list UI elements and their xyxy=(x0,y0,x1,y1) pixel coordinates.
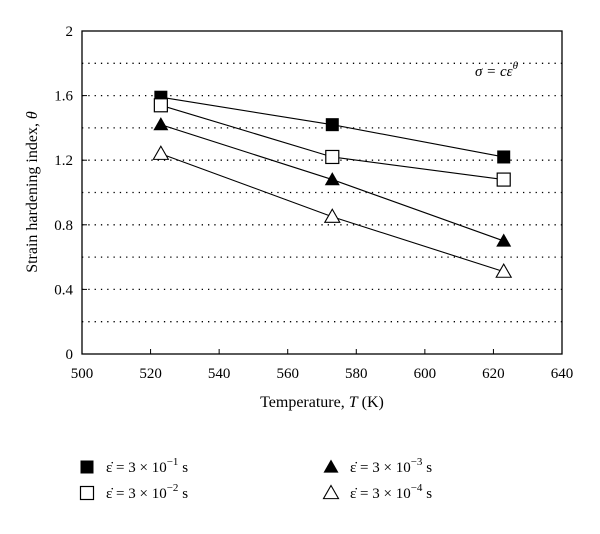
legend-marker xyxy=(323,459,339,473)
legend-marker xyxy=(80,460,94,474)
y-tick-label: 1.2 xyxy=(54,153,73,169)
data-point xyxy=(496,172,511,187)
y-tick-label: 0.8 xyxy=(54,218,73,234)
legend-marker xyxy=(79,485,95,501)
legend-marker xyxy=(322,484,340,500)
data-point xyxy=(153,98,168,113)
data-point xyxy=(496,233,512,247)
legend-label: ε̇ = 3 × 10−1 s xyxy=(106,456,188,476)
data-point xyxy=(495,263,513,278)
x-tick-label: 620 xyxy=(482,366,505,382)
x-tick-label: 560 xyxy=(276,366,299,382)
legend: ε̇ = 3 × 10−1 s ε̇ = 3 × 10−2 s ε̇ = 3 × 1… xyxy=(79,456,432,502)
legend-label: ε̇ = 3 × 10−4 s xyxy=(350,482,432,502)
data-point xyxy=(152,145,170,160)
data-point xyxy=(325,149,340,165)
x-tick-label: 520 xyxy=(139,366,162,382)
x-tick-label: 540 xyxy=(208,366,231,382)
data-point xyxy=(325,118,339,132)
gridlines xyxy=(82,62,562,323)
x-tick-label: 500 xyxy=(71,366,94,382)
y-tick-label: 0.4 xyxy=(54,282,73,298)
y-tick-label: 1.6 xyxy=(54,89,73,105)
equation-annotation: σ = cεθ xyxy=(475,60,519,80)
x-tick-label: 640 xyxy=(551,366,574,382)
data-point xyxy=(153,117,169,131)
legend-label: ε̇ = 3 × 10−2 s xyxy=(106,482,188,502)
legend-label: ε̇ = 3 × 10−3 s xyxy=(350,456,432,476)
axis-ticks: 500 520 540 560 580 600 620 640 0 0.4 0.8 1.2 1.6 2 xyxy=(54,24,573,382)
data-point xyxy=(323,208,341,223)
data-point xyxy=(324,172,340,186)
series-line xyxy=(160,104,504,181)
series-markers xyxy=(152,90,513,278)
x-axis-title: Temperature, T (K) xyxy=(260,394,384,411)
y-tick-label: 0 xyxy=(66,347,74,363)
y-tick-label: 2 xyxy=(66,24,74,40)
x-tick-label: 580 xyxy=(345,366,368,382)
plot-frame xyxy=(81,30,563,355)
data-point xyxy=(497,150,511,164)
y-axis-title: Strain hardening index, θ xyxy=(24,111,41,273)
x-tick-label: 600 xyxy=(414,366,437,382)
